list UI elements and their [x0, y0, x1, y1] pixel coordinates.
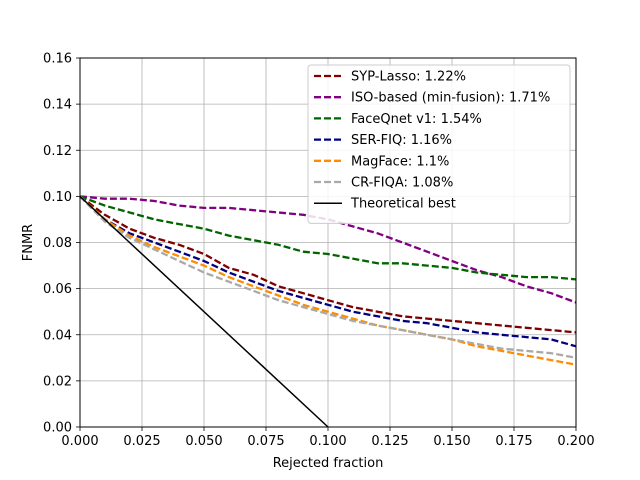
legend-label: SYP-Lasso: 1.22% — [351, 70, 466, 85]
x-tick-label: 0.050 — [185, 434, 222, 449]
x-tick-label: 0.100 — [309, 434, 346, 449]
x-tick-label: 0.200 — [557, 434, 594, 449]
series-lines — [79, 195, 577, 428]
legend-label: MagFace: 1.1% — [351, 154, 449, 169]
legend-label: ISO-based (min-fusion): 1.71% — [351, 91, 550, 106]
legend-box — [307, 64, 571, 224]
series-line — [79, 195, 329, 428]
x-tick-label: 0.025 — [123, 434, 160, 449]
series-line — [79, 195, 577, 348]
y-tick-label: 0.10 — [43, 190, 72, 205]
ticks: 0.000 0.025 0.050 0.075 0.100 0.125 0.150 0.175… — [43, 52, 595, 450]
y-tick-label: 0.06 — [43, 282, 72, 297]
x-tick-label: 0.150 — [433, 434, 470, 449]
y-tick-label: 0.12 — [43, 144, 72, 159]
series-line — [79, 195, 577, 359]
series-line — [79, 195, 577, 334]
legend-label: Theoretical best — [350, 197, 456, 212]
legend: SYP-Lasso: 1.22% ISO-based (min-fusion): … — [307, 64, 571, 224]
x-tick-label: 0.000 — [61, 434, 98, 449]
y-tick-label: 0.08 — [43, 236, 72, 251]
x-tick-label: 0.075 — [247, 434, 284, 449]
series-line — [79, 195, 577, 281]
legend-label: SER-FIQ: 1.16% — [351, 133, 452, 148]
legend-label: CR-FIQA: 1.08% — [351, 176, 453, 191]
y-tick-label: 0.00 — [43, 421, 72, 436]
y-tick-label: 0.02 — [43, 374, 72, 389]
y-tick-label: 0.14 — [43, 98, 72, 113]
y-axis-label: FNMR — [21, 224, 36, 261]
y-tick-label: 0.04 — [43, 328, 72, 343]
x-axis-label: Rejected fraction — [273, 456, 384, 471]
series-line — [79, 195, 577, 366]
x-tick-label: 0.175 — [495, 434, 532, 449]
legend-label: FaceQnet v1: 1.54% — [351, 112, 482, 127]
x-tick-label: 0.125 — [371, 434, 408, 449]
y-tick-label: 0.16 — [43, 52, 72, 67]
